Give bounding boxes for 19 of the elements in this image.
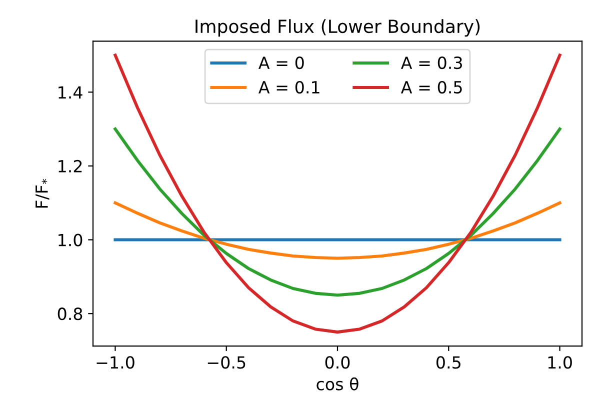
line-series (114, 54, 562, 334)
chart-title: Imposed Flux (Lower Boundary) (196, 19, 480, 37)
line-series (114, 128, 562, 297)
y-tick-label: 1.0 (58, 234, 82, 246)
x-tick-label: −1.0 (96, 356, 134, 369)
legend-label: A = 0.1 (258, 80, 320, 94)
x-tick-label: 0.5 (436, 356, 460, 369)
legend-label: A = 0.5 (400, 80, 462, 94)
x-axis-title: cos θ (316, 377, 358, 390)
line-series (114, 201, 562, 260)
y-tick-label: 1.4 (58, 86, 82, 98)
y-tick-label: 0.8 (58, 308, 82, 320)
x-tick-label: −0.5 (208, 356, 246, 369)
x-tick-label: 0.0 (325, 356, 350, 369)
y-tick-label: 1.2 (58, 160, 82, 172)
x-tick-label: 1.0 (548, 356, 572, 369)
y-axis-title: F/F$_{*}$ (36, 178, 50, 208)
legend-label: A = 0 (258, 56, 304, 70)
legend-label: A = 0.3 (400, 56, 462, 70)
